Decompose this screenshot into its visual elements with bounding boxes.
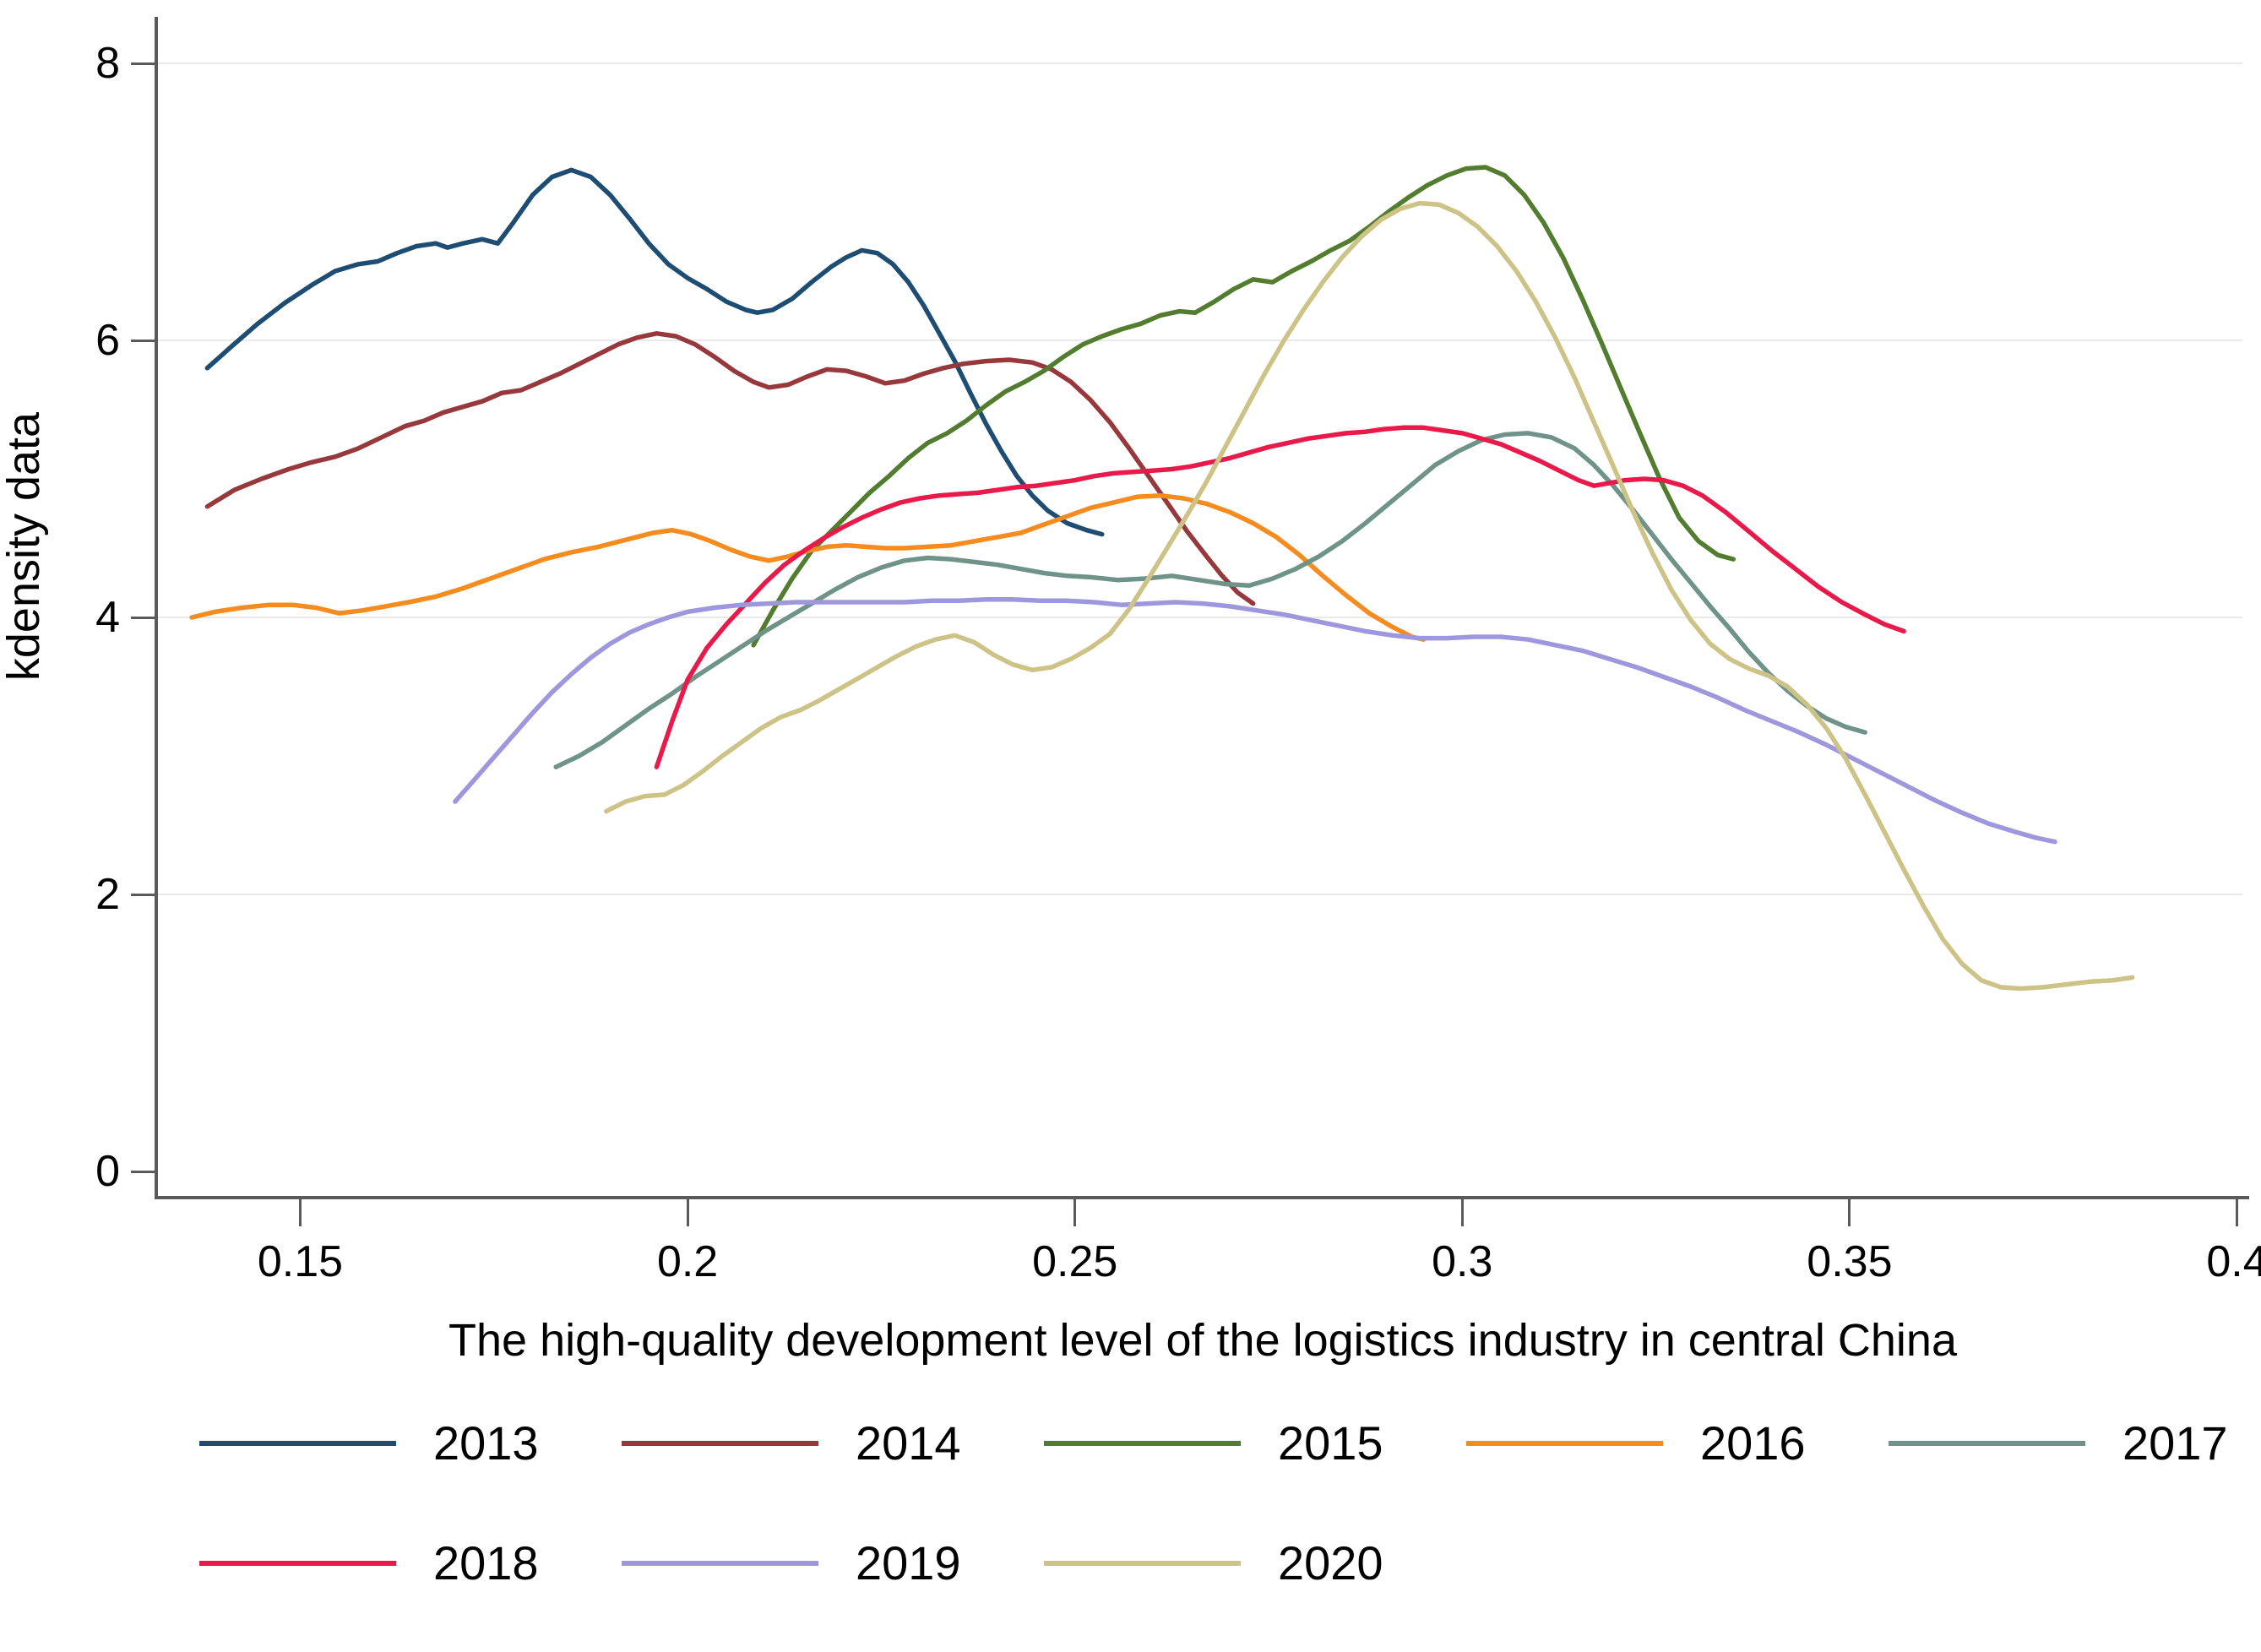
y-axis-title: kdensity data xyxy=(0,310,50,783)
series-line-2018 xyxy=(656,427,1904,767)
legend-swatch-2015 xyxy=(1044,1441,1241,1446)
legend-row: 2018 2019 2020 xyxy=(199,1532,2261,1595)
legend-item-2015: 2015 xyxy=(1044,1412,1466,1475)
legend-swatch-2013 xyxy=(199,1441,396,1446)
legend-item-2018: 2018 xyxy=(199,1532,622,1595)
series-line-2020 xyxy=(606,204,2133,989)
series-line-2014 xyxy=(207,334,1253,604)
legend-swatch-2018 xyxy=(199,1561,396,1566)
legend-label-2018: 2018 xyxy=(433,1532,539,1595)
legend-label-2013: 2013 xyxy=(433,1412,539,1475)
legend-swatch-2014 xyxy=(622,1441,818,1446)
x-axis-title: The high-quality development level of th… xyxy=(157,1314,2248,1367)
series-line-2016 xyxy=(192,496,1423,640)
legend-item-2020: 2020 xyxy=(1044,1532,1466,1595)
legend-item-2013: 2013 xyxy=(199,1412,622,1475)
legend-row: 2013 2014 2015 2016 2017 xyxy=(199,1412,2261,1475)
legend-swatch-2016 xyxy=(1466,1441,1663,1446)
legend-item-2016: 2016 xyxy=(1466,1412,1889,1475)
legend-item-2019: 2019 xyxy=(622,1532,1044,1595)
legend: 2013 2014 2015 2016 2017 2018 2019 2020 xyxy=(199,1412,2261,1652)
legend-item-2014: 2014 xyxy=(622,1412,1044,1475)
legend-label-2016: 2016 xyxy=(1700,1412,1806,1475)
legend-label-2014: 2014 xyxy=(856,1412,961,1475)
legend-label-2015: 2015 xyxy=(1278,1412,1383,1475)
legend-swatch-2017 xyxy=(1889,1441,2085,1446)
legend-label-2017: 2017 xyxy=(2122,1412,2228,1475)
series-line-2013 xyxy=(207,170,1101,534)
legend-label-2019: 2019 xyxy=(856,1532,961,1595)
kdensity-chart-page: { "colors": { "background": "#ffffff", "… xyxy=(0,0,2261,1582)
legend-swatch-2020 xyxy=(1044,1561,1241,1566)
legend-swatch-2019 xyxy=(622,1561,818,1566)
legend-item-2017: 2017 xyxy=(1889,1412,2261,1475)
legend-label-2020: 2020 xyxy=(1278,1532,1383,1595)
series-line-2019 xyxy=(455,600,2055,842)
